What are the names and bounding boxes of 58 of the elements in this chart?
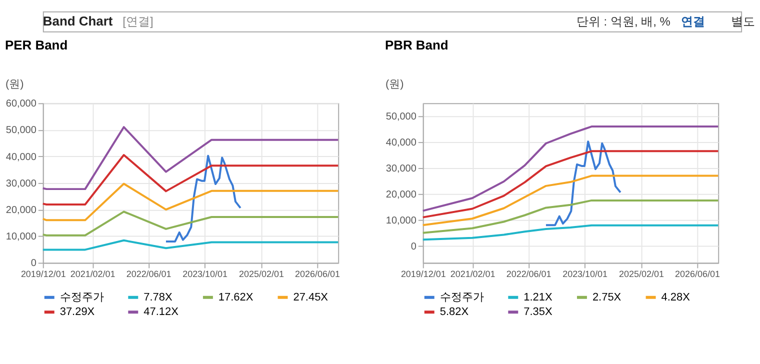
legend-label: 37.29X	[60, 306, 96, 318]
legend-label: 4.28X	[661, 291, 691, 304]
line-series	[422, 224, 720, 241]
text: 별도	[731, 14, 756, 28]
legend-label: 5.82X	[440, 306, 470, 318]
y-tick-label: 10,000	[6, 232, 37, 243]
line-series	[164, 154, 242, 242]
x-tick-label: 2022/06/01	[506, 269, 552, 280]
x-tick-label: 2019/12/01	[400, 269, 446, 280]
x-tick-label: 2026/06/01	[295, 269, 340, 280]
y-tick-label: 50,000	[386, 112, 417, 123]
line-series	[422, 174, 720, 226]
y-tick-label: 10,000	[386, 215, 417, 226]
y-tick-label: 20,000	[386, 189, 417, 200]
y-axis-title: (원)	[385, 78, 404, 91]
line-series	[422, 150, 720, 218]
legend-label: 27.45X	[293, 291, 329, 304]
line-series	[42, 154, 340, 206]
y-tick-label: 20,000	[6, 205, 37, 216]
legend-label: 1.21X	[524, 291, 553, 304]
x-tick-label: 2023/10/01	[182, 269, 228, 280]
legend-label: 2.75X	[592, 291, 622, 304]
legend-label: 17.62X	[218, 291, 254, 304]
x-tick-label: 2021/02/01	[70, 269, 116, 280]
y-tick-label: 0	[30, 258, 37, 270]
y-tick-label: 50,000	[6, 125, 37, 136]
text: 단위 : 억원, 배, %	[576, 14, 671, 28]
legend-label: 47.12X	[144, 306, 180, 318]
text: [연결]	[122, 14, 154, 28]
legend-label: 7.78X	[144, 291, 173, 304]
y-tick-label: 0	[410, 241, 417, 252]
chart-title: PBR Band	[384, 37, 448, 52]
x-tick-label: 2026/06/01	[675, 269, 720, 280]
line-series	[42, 182, 340, 222]
y-tick-label: 30,000	[386, 164, 417, 175]
x-tick-label: 2022/06/01	[126, 269, 172, 280]
y-tick-label: 30,000	[6, 178, 37, 190]
x-tick-label: 2025/02/01	[619, 269, 664, 280]
x-tick-label: 2025/02/01	[239, 269, 284, 280]
y-tick-label: 40,000	[386, 138, 417, 149]
y-axis-title: (원)	[5, 78, 24, 91]
y-tick-label: 40,000	[6, 152, 37, 163]
line-series	[42, 239, 340, 251]
legend-label: 수정주가	[60, 291, 104, 304]
chart-title: PER Band	[4, 37, 68, 52]
y-tick-label: 60,000	[6, 98, 37, 110]
line-series	[422, 126, 720, 212]
x-tick-label: 2023/10/01	[562, 269, 608, 280]
legend-label: 수정주가	[440, 291, 484, 304]
legend-label: 7.35X	[524, 306, 553, 318]
line-series	[422, 199, 720, 234]
x-tick-label: 2019/12/01	[20, 269, 66, 280]
text: Band Chart	[42, 13, 114, 28]
line-series	[544, 140, 622, 226]
text: 연결	[681, 14, 706, 28]
x-tick-label: 2021/02/01	[450, 269, 496, 280]
line-series	[42, 210, 340, 236]
line-series	[42, 126, 340, 190]
